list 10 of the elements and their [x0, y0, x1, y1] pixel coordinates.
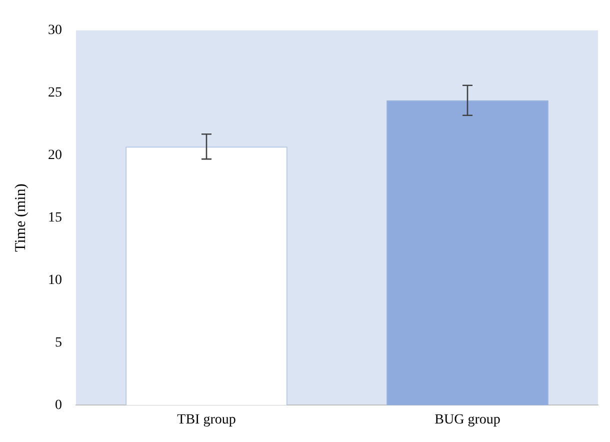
x-tick-label: BUG group — [434, 412, 500, 428]
y-tick-label: 25 — [48, 86, 62, 101]
y-tick-label: 0 — [55, 398, 62, 413]
y-tick-label: 20 — [48, 148, 62, 164]
y-tick-label: 10 — [48, 272, 62, 288]
y-tick-label: 30 — [48, 23, 62, 38]
y-tick-label: 15 — [48, 210, 62, 226]
y-tick-label: 5 — [55, 335, 62, 350]
x-tick-label: TBI group — [177, 412, 236, 428]
y-axis-title: Time (min) — [12, 184, 29, 252]
